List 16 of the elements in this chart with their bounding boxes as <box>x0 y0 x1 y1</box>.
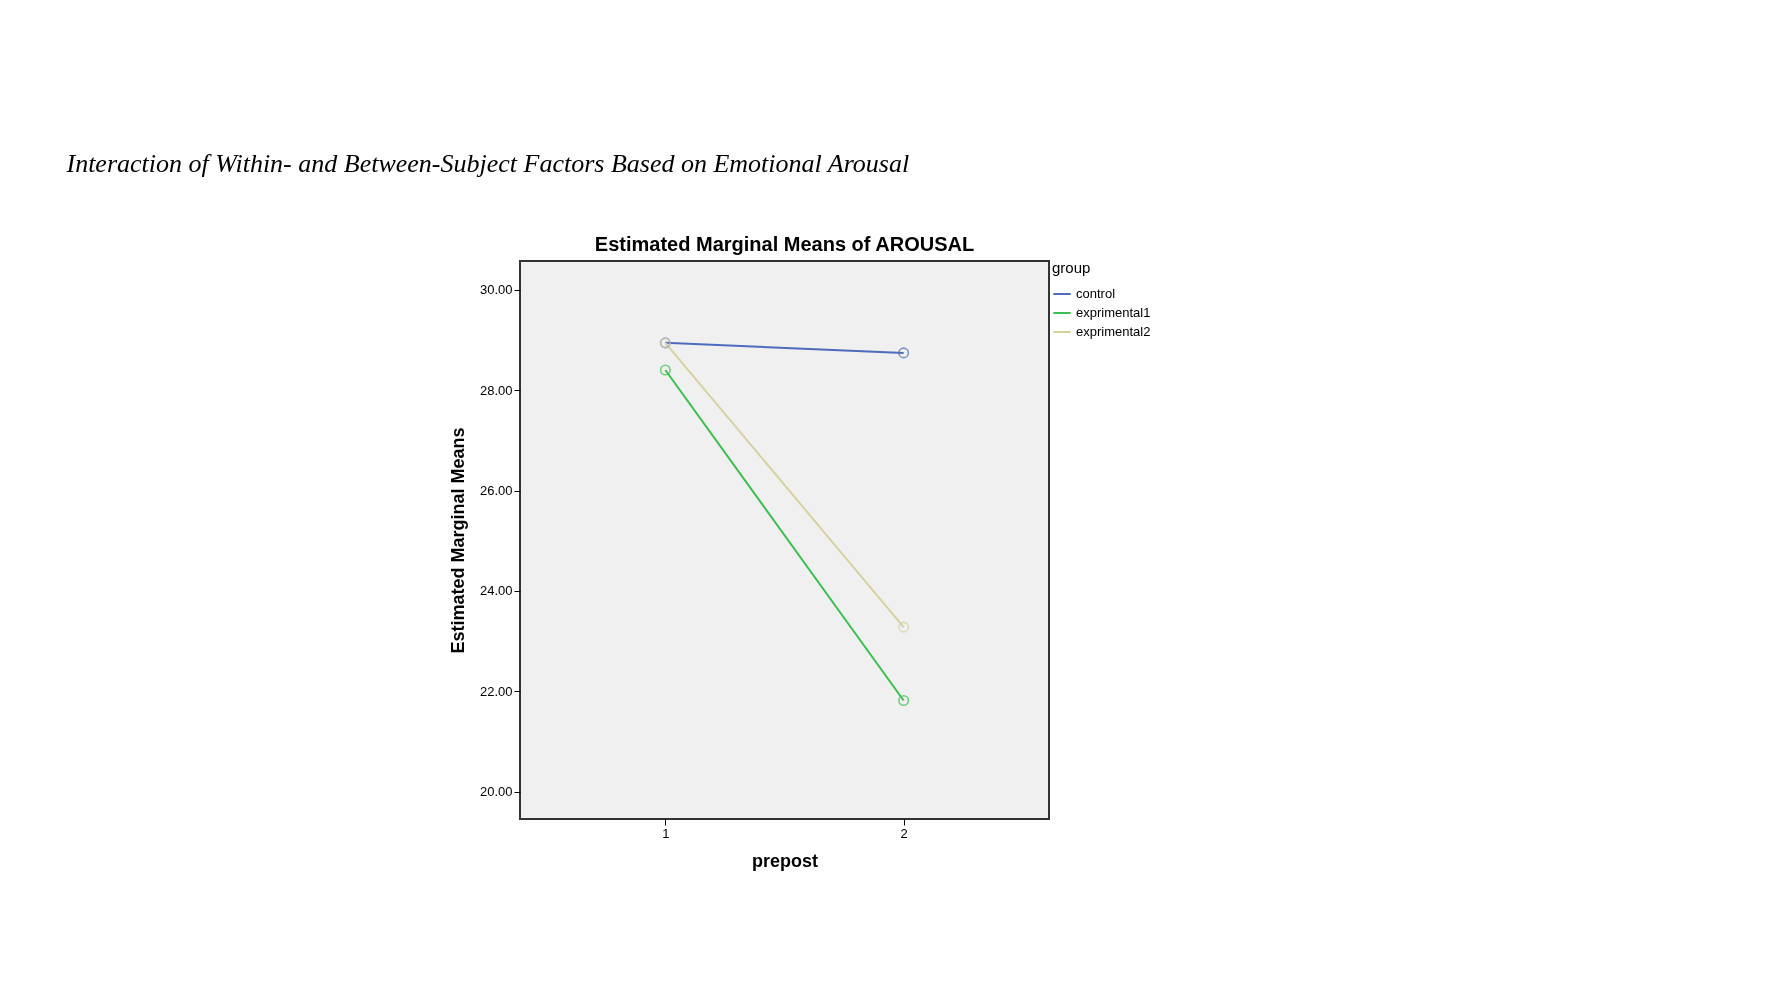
legend-label: exprimental1 <box>1076 305 1151 320</box>
y-tick-label: 24.00 <box>479 583 513 599</box>
x-tick-label: 1 <box>662 825 670 841</box>
y-tick-label: 26.00 <box>479 483 513 499</box>
legend-label: exprimental2 <box>1076 324 1151 339</box>
y-tick-label: 22.00 <box>479 683 513 699</box>
legend-label: control <box>1076 286 1116 301</box>
legend-title: group <box>1052 259 1091 276</box>
chart-title: Interaction of Within- and Between-Subject Factors Based on Emotional Arousal <box>65 149 910 178</box>
y-tick-label: 30.00 <box>479 282 513 298</box>
y-tick-label: 28.00 <box>479 382 513 398</box>
y-tick-label: 20.00 <box>479 784 513 800</box>
y-axis-title: Estimated Marginal Means <box>447 427 468 654</box>
x-axis-title: prepost <box>751 850 819 871</box>
chart-subtitle: Estimated Marginal Means of AROUSAL <box>594 233 975 255</box>
x-tick-label: 2 <box>900 825 908 841</box>
